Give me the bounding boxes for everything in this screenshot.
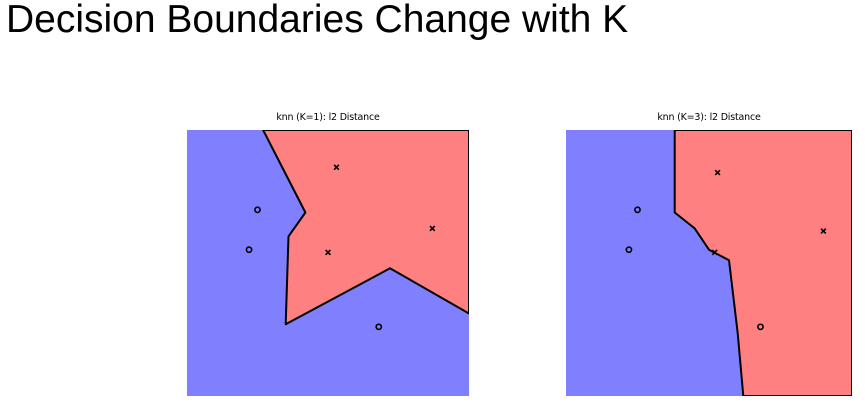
knn-k3-panel: knn (K=3): l2 Distance (566, 110, 852, 398)
class-o-point (625, 246, 633, 254)
class-x-point (333, 164, 340, 171)
class-x-region (673, 130, 852, 396)
knn-k3-title: knn (K=3): l2 Distance (657, 112, 761, 123)
class-x-point (820, 228, 827, 235)
knn-k1-plot (187, 130, 469, 396)
class-x-point (711, 249, 718, 256)
class-o-point (634, 206, 641, 214)
class-x-region (262, 130, 469, 326)
knn-k1-panel: knn (K=1): l2 Distance (187, 110, 469, 398)
class-o-point (757, 323, 764, 331)
knn-k3-plot (566, 130, 852, 396)
knn-k1-title: knn (K=1): l2 Distance (276, 112, 380, 123)
slide-title: Decision Boundaries Change with K (6, 0, 629, 41)
class-o-point (375, 323, 383, 331)
class-x-point (714, 169, 721, 176)
class-x-point (325, 249, 331, 256)
class-o-point (254, 206, 261, 214)
class-x-point (429, 225, 436, 232)
class-o-point (245, 246, 253, 254)
